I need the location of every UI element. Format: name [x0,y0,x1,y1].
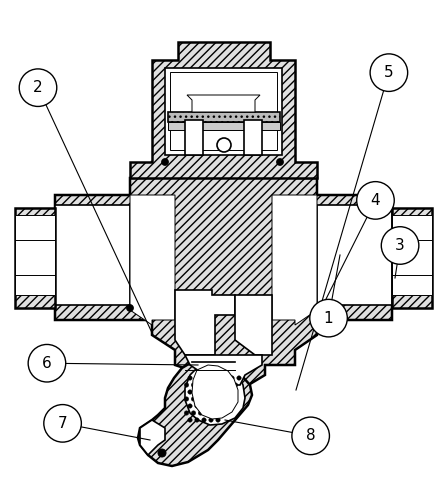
Circle shape [19,69,57,106]
Circle shape [209,390,213,394]
Circle shape [219,397,224,401]
Circle shape [205,383,210,387]
Polygon shape [185,362,245,425]
Text: 5: 5 [384,65,394,80]
Circle shape [230,376,234,380]
Circle shape [216,418,220,422]
Bar [15,215,55,295]
Polygon shape [272,195,317,325]
Circle shape [44,405,81,442]
Polygon shape [235,295,272,355]
Circle shape [370,54,408,91]
Polygon shape [165,68,282,155]
Polygon shape [15,208,55,308]
Circle shape [217,138,231,152]
Circle shape [310,300,347,337]
Circle shape [188,376,192,380]
Circle shape [226,383,231,387]
Circle shape [198,411,202,415]
Text: 8: 8 [306,428,316,443]
Text: 7: 7 [58,416,67,431]
Circle shape [184,411,189,415]
Circle shape [223,404,227,408]
Text: 6: 6 [42,356,52,371]
Circle shape [233,383,238,387]
Polygon shape [185,355,262,385]
Circle shape [188,404,192,408]
Polygon shape [175,290,235,355]
Circle shape [219,411,224,415]
Circle shape [158,449,166,457]
Text: 3: 3 [395,238,405,253]
Circle shape [223,390,227,394]
Circle shape [184,397,189,401]
Polygon shape [168,122,280,130]
Circle shape [219,383,224,387]
Polygon shape [138,358,252,466]
Circle shape [191,383,196,387]
Circle shape [237,376,241,380]
Circle shape [292,417,329,454]
Circle shape [161,158,169,165]
Circle shape [357,182,394,219]
Polygon shape [140,420,165,455]
Circle shape [195,404,199,408]
Circle shape [191,411,196,415]
Circle shape [191,397,196,401]
Circle shape [212,383,217,387]
Circle shape [212,411,217,415]
Circle shape [202,376,206,380]
Circle shape [188,418,192,422]
Text: 4: 4 [371,193,380,208]
Circle shape [205,411,210,415]
Circle shape [195,376,199,380]
Circle shape [195,418,199,422]
Circle shape [313,305,320,312]
Text: 2: 2 [33,80,43,95]
Bar [244,120,262,155]
Circle shape [198,383,202,387]
Circle shape [198,397,202,401]
Circle shape [188,390,192,394]
Circle shape [205,397,210,401]
Circle shape [226,397,231,401]
Circle shape [381,227,419,264]
Circle shape [202,418,206,422]
Circle shape [277,158,283,165]
Bar [392,215,432,295]
Bar [317,205,392,305]
Polygon shape [187,95,260,112]
Circle shape [209,404,213,408]
Circle shape [202,390,206,394]
Circle shape [209,418,213,422]
Circle shape [184,383,189,387]
Circle shape [195,390,199,394]
Circle shape [216,376,220,380]
Polygon shape [55,162,392,390]
Circle shape [216,390,220,394]
Bar [55,205,130,305]
Bar [185,120,203,155]
Circle shape [223,376,227,380]
Polygon shape [130,42,317,178]
Polygon shape [170,72,277,150]
Circle shape [202,404,206,408]
Circle shape [127,305,134,312]
Polygon shape [130,195,175,325]
Text: 1: 1 [324,311,333,326]
Polygon shape [392,208,432,308]
Circle shape [216,404,220,408]
Polygon shape [168,112,280,122]
Circle shape [28,345,66,382]
Circle shape [230,390,234,394]
Circle shape [209,376,213,380]
Polygon shape [192,365,238,419]
Circle shape [212,397,217,401]
